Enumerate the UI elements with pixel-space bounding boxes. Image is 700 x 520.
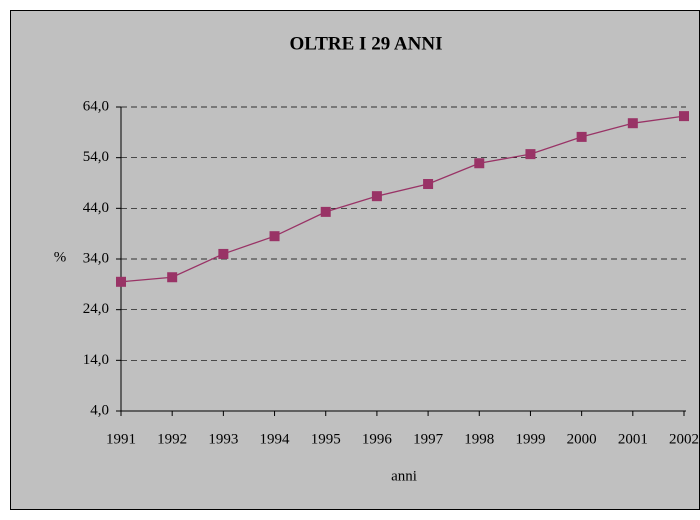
data-point (167, 272, 178, 283)
x-tick-label: 1999 (515, 431, 545, 447)
y-axis-label: % (54, 249, 67, 265)
y-tick-label: 34,0 (83, 250, 109, 266)
y-tick-label: 24,0 (83, 301, 109, 317)
x-tick-label: 1998 (464, 431, 494, 447)
x-tick-label: 2002 (669, 431, 699, 447)
data-point (423, 179, 434, 190)
x-tick-label: 2001 (618, 431, 648, 447)
data-point (525, 149, 536, 160)
x-tick-label: 1993 (208, 431, 238, 447)
data-point (116, 276, 126, 287)
data-line (120, 115, 685, 283)
x-tick-label: 1992 (157, 431, 187, 447)
x-tick-label: 1996 (362, 431, 393, 447)
y-tick-label: 4,0 (90, 402, 109, 418)
data-point (218, 248, 229, 259)
x-axis-label: anni (391, 468, 417, 484)
y-tick-label: 54,0 (83, 149, 109, 165)
x-tick-label: 1997 (413, 431, 444, 447)
y-tick-label: 14,0 (83, 352, 109, 368)
data-point (679, 111, 689, 122)
data-point (576, 131, 587, 142)
x-tick-label: 1995 (311, 431, 341, 447)
data-point (627, 118, 638, 129)
x-tick-label: 1991 (106, 431, 136, 447)
y-tick-label: 44,0 (83, 200, 109, 216)
chart-frame (10, 10, 700, 510)
x-tick-label: 2000 (567, 431, 597, 447)
data-point (474, 158, 485, 169)
data-point (371, 191, 382, 202)
chart-title: OLTRE I 29 ANNI (290, 33, 443, 54)
x-tick-label: 1994 (260, 431, 291, 447)
data-point (269, 231, 280, 242)
data-point (320, 206, 331, 217)
y-tick-label: 64,0 (83, 98, 109, 114)
